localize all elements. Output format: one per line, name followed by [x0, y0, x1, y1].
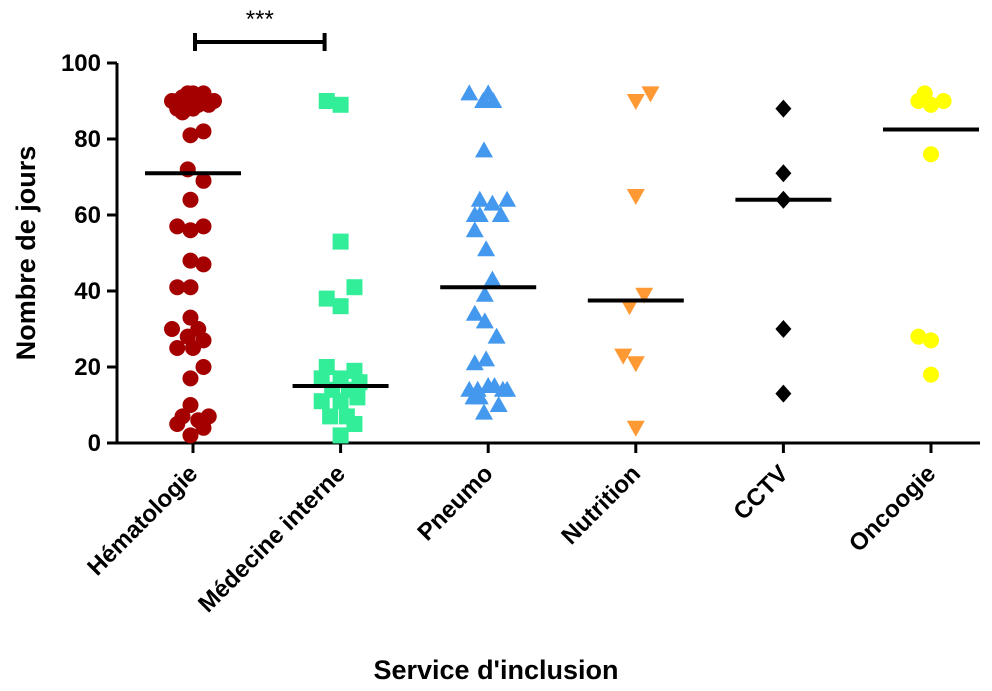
- data-point: [498, 190, 517, 207]
- data-point: [346, 416, 363, 432]
- data-point: [626, 420, 645, 437]
- data-point: [349, 389, 366, 406]
- data-point: [195, 218, 212, 235]
- y-tick-label: 60: [74, 202, 101, 229]
- data-point: [182, 279, 199, 296]
- data-point: [169, 279, 186, 296]
- data-point: [641, 86, 660, 103]
- y-tick-label: 100: [61, 50, 101, 77]
- y-tick-label: 20: [74, 354, 101, 381]
- data-point: [923, 366, 939, 383]
- data-point: [775, 164, 792, 183]
- data-point: [484, 92, 503, 108]
- data-point: [322, 408, 339, 425]
- data-point: [182, 427, 199, 444]
- data-point: [182, 191, 199, 208]
- data-point: [614, 348, 633, 365]
- data-point: [620, 299, 639, 316]
- x-tick-label: Pneumo: [412, 460, 498, 546]
- data-point: [635, 287, 654, 304]
- data-point: [483, 194, 502, 211]
- x-tick-label: Médecine interne: [193, 460, 351, 618]
- data-point: [346, 279, 363, 296]
- data-point: [195, 172, 212, 189]
- data-point: [313, 393, 330, 410]
- x-axis-title: Service d'inclusion: [373, 655, 618, 685]
- data-point: [200, 96, 217, 113]
- data-points: [164, 84, 952, 444]
- data-point: [182, 370, 199, 387]
- data-point: [195, 123, 212, 140]
- data-point: [475, 312, 494, 329]
- data-point: [923, 332, 939, 349]
- data-point: [470, 388, 489, 405]
- y-tick-label: 80: [74, 126, 101, 153]
- data-point: [465, 354, 484, 371]
- data-point: [460, 84, 479, 101]
- data-point: [775, 99, 792, 118]
- data-point: [185, 100, 201, 117]
- data-point: [626, 189, 645, 205]
- axes: [115, 63, 980, 445]
- data-point: [195, 256, 212, 273]
- y-tick-label: 40: [74, 278, 101, 305]
- data-point: [470, 206, 489, 222]
- x-tick-label: Oncoogie: [844, 460, 941, 557]
- data-point: [491, 206, 510, 222]
- data-point: [195, 359, 212, 375]
- data-point: [465, 304, 484, 321]
- data-point: [332, 427, 349, 444]
- data-point: [332, 298, 349, 315]
- data-point: [775, 320, 792, 338]
- data-point: [498, 380, 517, 397]
- y-tick-label: 0: [88, 430, 101, 457]
- data-point: [475, 141, 493, 158]
- data-point: [910, 93, 927, 109]
- x-tick-label: CCTV: [728, 460, 793, 525]
- data-point: [169, 340, 186, 356]
- data-point: [487, 327, 506, 344]
- data-point: [626, 356, 645, 373]
- y-axis-title: Nombre de jours: [11, 146, 41, 361]
- data-point: [182, 309, 199, 326]
- data-point: [169, 218, 186, 235]
- data-point: [182, 252, 199, 269]
- data-point: [475, 285, 494, 302]
- significance-annotation: ***: [193, 6, 327, 51]
- data-point: [910, 328, 927, 345]
- data-point: [318, 93, 335, 109]
- data-point: [775, 384, 792, 403]
- data-point: [195, 419, 212, 436]
- data-point: [923, 146, 939, 163]
- x-tick-label: Hématologie: [82, 460, 203, 581]
- data-point: [332, 96, 349, 113]
- data-point: [489, 396, 508, 412]
- data-point: [164, 321, 180, 337]
- data-point: [182, 222, 199, 239]
- data-point: [465, 221, 484, 238]
- data-point: [475, 403, 493, 420]
- data-point: [626, 94, 645, 110]
- data-point: [182, 397, 199, 413]
- data-point: [470, 190, 489, 207]
- data-point: [923, 96, 939, 113]
- data-point: [332, 393, 349, 410]
- x-tick-label: Nutrition: [556, 460, 646, 550]
- data-point: [169, 416, 186, 432]
- significance-label: ***: [246, 6, 274, 33]
- data-point: [477, 350, 496, 367]
- data-point: [195, 332, 212, 349]
- data-point: [935, 93, 952, 109]
- data-point: [477, 240, 496, 257]
- data-point: [318, 290, 335, 307]
- data-point: [332, 233, 349, 250]
- data-point: [483, 270, 502, 287]
- median-lines: [145, 127, 979, 388]
- data-point: [182, 127, 199, 144]
- y-ticks: 0 20 40 60 80 100: [61, 50, 117, 457]
